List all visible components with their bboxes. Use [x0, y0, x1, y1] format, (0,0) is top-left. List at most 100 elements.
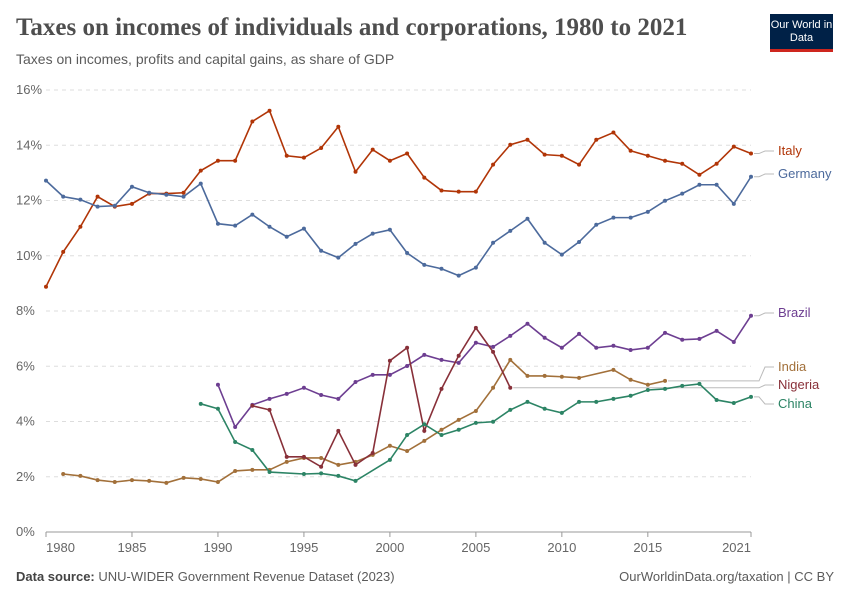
data-point — [559, 153, 564, 158]
data-point — [508, 228, 513, 233]
data-point — [628, 148, 633, 153]
y-tick-label: 6% — [16, 358, 35, 373]
data-point — [78, 197, 83, 202]
data-point — [267, 108, 272, 113]
data-point — [645, 345, 650, 350]
data-point — [542, 240, 547, 245]
series-label: Nigeria — [778, 377, 820, 392]
data-point — [405, 449, 410, 454]
data-point — [181, 194, 186, 199]
data-point — [95, 204, 100, 209]
data-point — [542, 406, 547, 411]
x-tick-label: 2005 — [461, 540, 490, 555]
data-point — [422, 352, 427, 357]
data-point — [628, 393, 633, 398]
label-connector — [668, 366, 774, 382]
data-point — [336, 255, 341, 260]
data-point — [129, 184, 134, 189]
data-point — [749, 151, 753, 156]
data-point — [731, 339, 736, 344]
data-point — [250, 447, 255, 452]
data-point — [680, 191, 685, 196]
data-point — [473, 340, 478, 345]
data-point — [95, 478, 100, 483]
data-point — [319, 392, 324, 397]
data-point — [78, 224, 83, 229]
data-point — [387, 227, 392, 232]
data-point — [714, 328, 719, 333]
data-point — [319, 464, 324, 469]
data-point — [456, 360, 461, 365]
data-point — [370, 372, 375, 377]
data-point — [147, 478, 152, 483]
data-point — [508, 385, 513, 390]
data-point — [697, 336, 702, 341]
data-point — [336, 396, 341, 401]
data-point — [577, 162, 582, 167]
data-point — [44, 178, 48, 183]
data-point — [267, 224, 272, 229]
data-point — [508, 333, 513, 338]
label-connector — [754, 173, 774, 178]
data-point — [215, 479, 220, 484]
footer-link[interactable]: OurWorldinData.org/taxation | CC BY — [619, 569, 834, 584]
data-point — [559, 345, 564, 350]
data-point — [336, 473, 341, 478]
data-point — [473, 409, 478, 414]
data-point — [250, 403, 255, 408]
data-point — [559, 410, 564, 415]
data-point — [594, 399, 599, 404]
data-point — [61, 249, 66, 254]
owid-logo[interactable]: Our World in Data — [770, 14, 833, 52]
data-point — [439, 427, 444, 432]
data-point — [387, 372, 392, 377]
data-point — [663, 386, 668, 391]
data-point — [405, 151, 410, 156]
data-point — [645, 388, 650, 393]
data-point — [439, 433, 444, 438]
data-point — [525, 373, 530, 378]
x-tick-label: 2015 — [633, 540, 662, 555]
data-point — [525, 321, 530, 326]
data-point — [594, 222, 599, 227]
data-point — [61, 194, 66, 199]
y-tick-label: 14% — [16, 137, 42, 152]
x-tick-label: 1985 — [118, 540, 147, 555]
data-point — [697, 172, 702, 177]
data-point — [301, 385, 306, 390]
y-tick-label: 0% — [16, 524, 35, 539]
data-point — [439, 188, 444, 193]
data-point — [525, 216, 530, 221]
data-point — [387, 358, 392, 363]
label-connector — [754, 150, 774, 155]
data-point — [319, 471, 324, 476]
data-point — [215, 382, 220, 387]
data-point — [663, 330, 668, 335]
data-point — [250, 119, 255, 124]
data-point — [680, 337, 685, 342]
data-point — [353, 462, 358, 467]
data-point — [284, 459, 289, 464]
data-point — [456, 417, 461, 422]
data-point — [233, 439, 238, 444]
data-point — [645, 209, 650, 214]
data-point — [387, 443, 392, 448]
series-label: China — [778, 396, 813, 411]
data-point — [542, 335, 547, 340]
series-line-germany — [45, 176, 752, 277]
data-point — [370, 147, 375, 152]
data-point — [594, 137, 599, 142]
data-point — [645, 382, 650, 387]
data-point — [215, 158, 220, 163]
data-point — [611, 215, 616, 220]
label-connector — [754, 396, 774, 405]
series-label: Italy — [778, 143, 802, 158]
data-point — [405, 433, 410, 438]
data-point — [439, 357, 444, 362]
data-point — [663, 158, 668, 163]
chart-subtitle: Taxes on incomes, profits and capital ga… — [16, 51, 395, 67]
data-point — [508, 357, 513, 362]
data-point — [233, 468, 238, 473]
data-point — [491, 240, 496, 245]
data-point — [112, 479, 117, 484]
